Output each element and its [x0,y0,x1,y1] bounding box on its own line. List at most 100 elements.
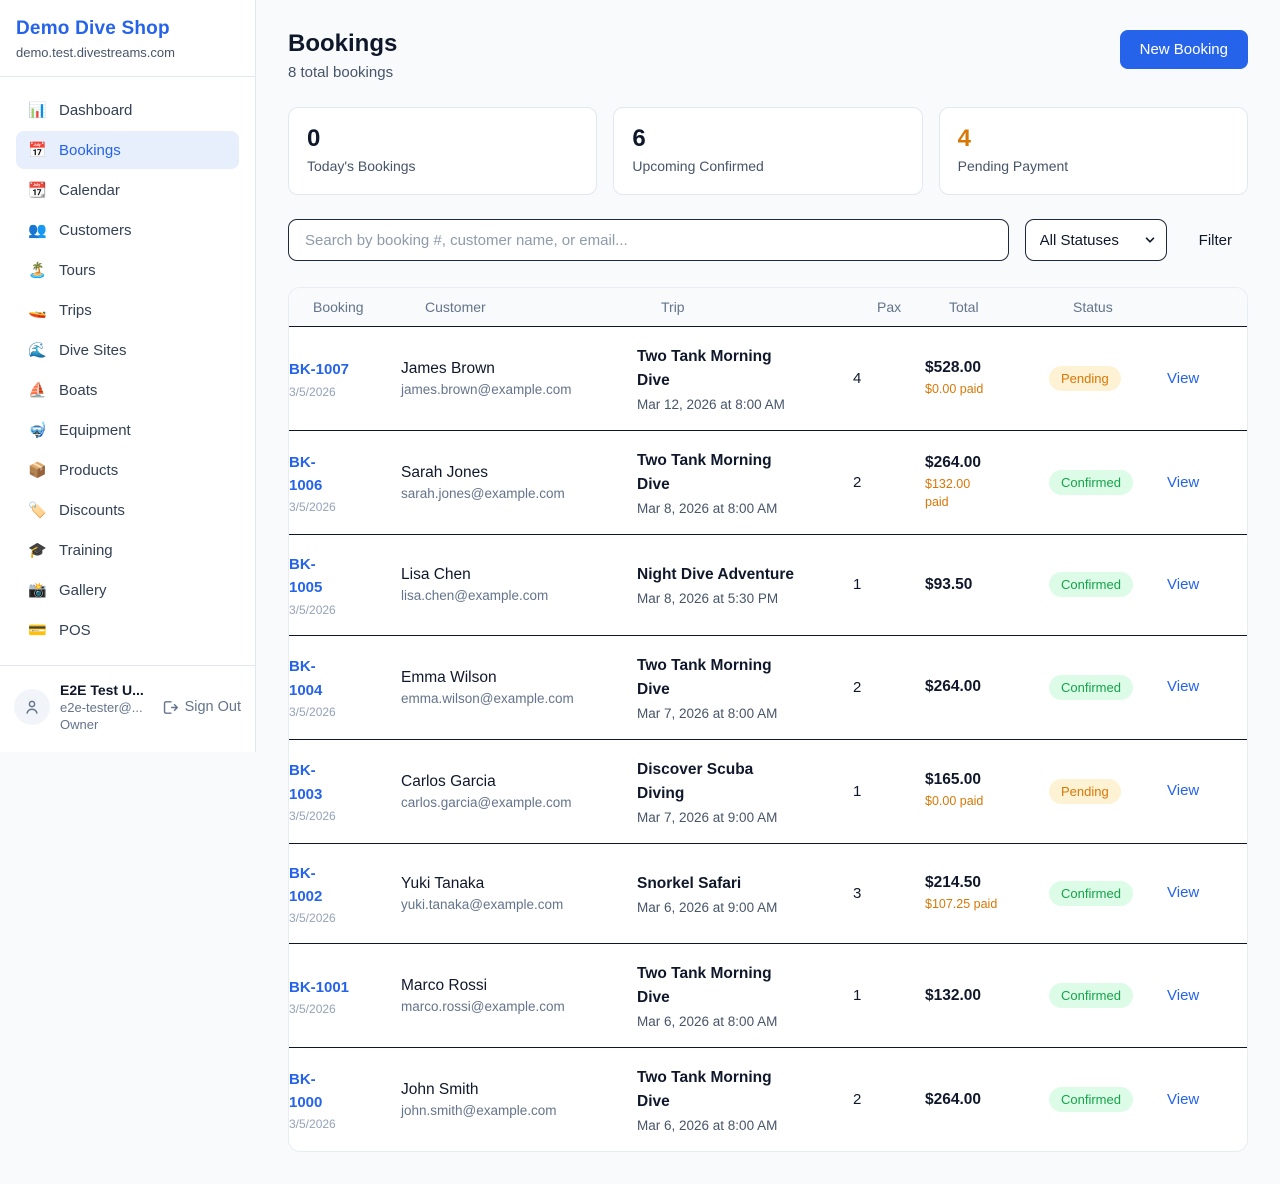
nav-item-label: Customers [59,221,132,239]
booking-id-link[interactable]: BK- 1006 [289,453,323,495]
stats-cards: 0 Today's Bookings 6 Upcoming Confirmed … [288,107,1248,195]
sidebar-nav-item[interactable]: 👥 Customers [16,211,239,249]
pax-count: 1 [853,782,862,800]
booking-date: 3/5/2026 [289,384,336,399]
total-amount: $93.50 [925,575,973,593]
customer-email: lisa.chen@example.com [401,588,549,604]
customer-email: emma.wilson@example.com [401,690,574,706]
booking-id-link[interactable]: BK- 1000 [289,1070,323,1112]
customer-name: Yuki Tanaka [401,874,485,892]
sidebar-nav-item[interactable]: 🌊 Dive Sites [16,331,239,369]
nav-item-icon: 📊 [28,102,47,119]
stat-card: 6 Upcoming Confirmed [613,107,923,195]
sidebar-nav-item[interactable]: 🎓 Training [16,531,239,569]
booking-date: 3/5/2026 [289,602,336,617]
stat-card: 0 Today's Bookings [288,107,598,195]
nav-item-icon: 🎓 [28,542,47,559]
bookings-table: Booking Customer Trip Pax Total Status B… [288,287,1248,1153]
view-link[interactable]: View [1167,986,1200,1004]
sidebar-nav-item[interactable]: 📊 Dashboard [16,91,239,129]
user-role: Owner [60,717,99,732]
view-link[interactable]: View [1167,1090,1200,1108]
trip-datetime: Mar 6, 2026 at 8:00 AM [637,1118,778,1134]
trip-name: Two Tank Morning Dive [637,348,772,390]
page-header: Bookings 8 total bookings New Booking [288,30,1248,81]
table-row: BK- 1000 3/5/2026 John Smith john.smith@… [289,1048,1247,1151]
customer-name: Emma Wilson [401,668,497,686]
booking-id-link[interactable]: BK- 1005 [289,556,323,597]
stat-value: 0 [307,125,321,152]
status-filter-select[interactable]: All Statuses [1024,219,1167,261]
nav-item-icon: 🏝️ [28,262,47,279]
search-input[interactable] [288,219,1009,261]
sidebar-nav-item[interactable]: 💳 POS [16,611,239,649]
view-link[interactable]: View [1167,678,1200,696]
nav-item-icon: 📆 [28,182,47,199]
customer-name: Carlos Garcia [401,772,496,790]
nav-item-icon: 📸 [28,582,47,599]
status-badge: Confirmed [1049,674,1133,700]
sidebar-nav-item[interactable]: 📅 Bookings [16,131,239,169]
trip-name: Snorkel Safari [637,874,742,892]
customer-name: James Brown [401,360,495,378]
nav-item-label: Boats [59,381,98,399]
trip-datetime: Mar 7, 2026 at 8:00 AM [637,705,778,721]
booking-id-link[interactable]: BK- 1002 [289,864,323,905]
view-link[interactable]: View [1167,473,1200,491]
pax-count: 1 [853,576,862,594]
new-booking-button[interactable]: New Booking [1119,30,1248,69]
nav-item-label: Trips [59,301,92,319]
sign-out-button[interactable]: Sign Out [161,699,241,716]
nav-item-icon: ⛵ [28,382,47,399]
sidebar-nav-item[interactable]: 📦 Products [16,451,239,489]
nav-item-label: POS [59,621,91,639]
nav-item-icon: 📅 [28,142,47,159]
column-header-pax: Pax [877,299,902,315]
nav-item-icon: 💳 [28,622,47,639]
customer-email: carlos.garcia@example.com [401,794,572,810]
sidebar-footer: E2E Test U... e2e-tester@... Owner Sign … [0,665,255,752]
pax-count: 3 [853,884,862,902]
paid-amount: $132.00 paid [925,477,971,509]
stat-label: Upcoming Confirmed [632,158,764,175]
sidebar-nav: 📊 Dashboard 📅 Bookings 📆 Calendar 👥 Cust… [0,77,255,665]
status-badge: Confirmed [1049,1087,1133,1113]
nav-item-label: Dashboard [59,101,133,119]
view-link[interactable]: View [1167,884,1200,902]
sidebar-nav-item[interactable]: 🚤 Trips [16,291,239,329]
sidebar-nav-item[interactable]: 📆 Calendar [16,171,239,209]
user-name: E2E Test U... [60,682,144,698]
sidebar-nav-item[interactable]: 🏝️ Tours [16,251,239,289]
booking-id-link[interactable]: BK- 1003 [289,762,323,803]
column-header-customer: Customer [425,299,486,315]
main-content: Bookings 8 total bookings New Booking 0 … [256,0,1280,1184]
customer-name: Lisa Chen [401,566,471,584]
sidebar-nav-item[interactable]: 🤿 Equipment [16,411,239,449]
filter-button[interactable]: Filter [1183,232,1248,249]
sidebar-nav-item[interactable]: 📸 Gallery [16,571,239,609]
nav-item-label: Equipment [59,421,131,439]
view-link[interactable]: View [1167,369,1200,387]
total-amount: $264.00 [925,678,982,696]
table-row: BK- 1004 3/5/2026 Emma Wilson emma.wilso… [289,636,1247,740]
view-link[interactable]: View [1167,782,1200,800]
booking-date: 3/5/2026 [289,808,336,823]
sign-out-label: Sign Out [184,699,241,715]
sidebar-nav-item[interactable]: 🏷️ Discounts [16,491,239,529]
booking-id-link[interactable]: BK-1001 [289,978,350,996]
sidebar-nav-item[interactable]: ⛵ Boats [16,371,239,409]
customer-email: marco.rossi@example.com [401,999,565,1015]
customer-name: Marco Rossi [401,977,488,995]
user-info: E2E Test U... e2e-tester@... Owner [60,682,151,732]
user-email: e2e-tester@... [60,700,143,715]
booking-id-link[interactable]: BK- 1004 [289,658,323,699]
column-header-status: Status [1073,299,1113,315]
table-row: BK-1007 3/5/2026 James Brown james.brown… [289,327,1247,432]
customer-name: Sarah Jones [401,464,489,482]
view-link[interactable]: View [1167,575,1200,593]
trip-name: Discover Scuba Diving [637,760,754,802]
customer-email: john.smith@example.com [401,1103,557,1119]
booking-date: 3/5/2026 [289,500,336,515]
log-out-icon [163,700,178,714]
booking-id-link[interactable]: BK-1007 [289,361,350,379]
